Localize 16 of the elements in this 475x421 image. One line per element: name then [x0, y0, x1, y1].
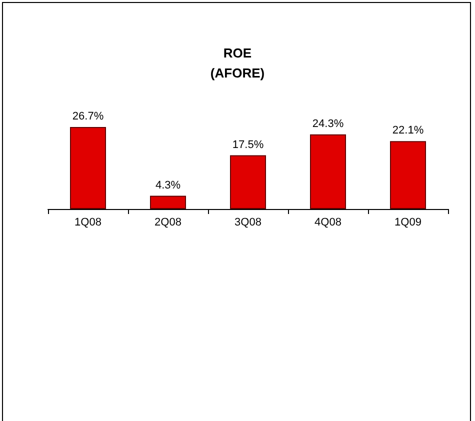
bar — [150, 196, 186, 209]
chart-title: ROE (AFORE) — [210, 46, 265, 80]
bar — [70, 127, 106, 209]
bar — [310, 134, 346, 209]
bar — [390, 141, 426, 209]
x-tick-label: 3Q08 — [234, 216, 262, 228]
data-label: 26.7% — [72, 110, 104, 122]
data-label: 22.1% — [392, 124, 424, 137]
data-label: 24.3% — [312, 118, 344, 130]
x-tick-label: 1Q09 — [394, 216, 422, 228]
x-tick-label: 4Q08 — [314, 216, 342, 228]
x-tick-label: 2Q08 — [154, 216, 182, 228]
data-label: 17.5% — [232, 138, 264, 151]
bar — [230, 155, 266, 209]
data-label: 4.3% — [155, 179, 181, 192]
x-tick-label: 1Q08 — [74, 216, 102, 228]
